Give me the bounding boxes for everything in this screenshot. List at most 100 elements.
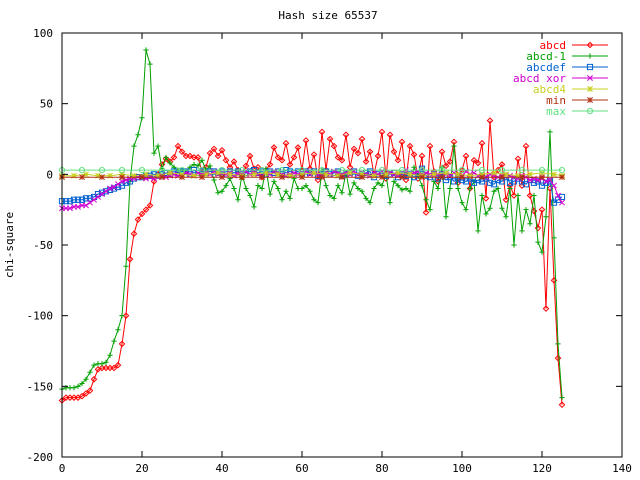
- data-point: [358, 166, 366, 174]
- data-point: [178, 166, 186, 174]
- data-point: [362, 158, 370, 165]
- data-point: [78, 166, 86, 174]
- data-point: [411, 164, 417, 170]
- data-point: [315, 200, 321, 206]
- data-point: [359, 171, 365, 178]
- data-point: [290, 154, 298, 161]
- data-point: [190, 166, 198, 174]
- data-point: [138, 210, 146, 218]
- data-point: [99, 361, 105, 367]
- data-point: [378, 166, 386, 174]
- data-point: [274, 154, 282, 161]
- data-point: [467, 185, 473, 192]
- data-point: [155, 172, 161, 179]
- data-point: [134, 216, 142, 223]
- data-point: [135, 132, 141, 138]
- data-point: [251, 204, 257, 210]
- data-point: [438, 166, 446, 174]
- data-point: [350, 145, 358, 153]
- data-point: [586, 63, 594, 71]
- data-point: [66, 198, 74, 205]
- data-point: [507, 185, 513, 192]
- legend-label: abcd4: [533, 83, 566, 96]
- y-tick-label: 0: [46, 168, 53, 181]
- data-point: [462, 152, 470, 160]
- data-point: [455, 171, 461, 178]
- x-tick-label: 0: [59, 462, 66, 475]
- data-point: [407, 188, 413, 194]
- data-point: [406, 142, 414, 150]
- data-point: [491, 188, 497, 194]
- legend-item: max: [546, 105, 608, 118]
- data-point: [519, 174, 525, 181]
- data-point: [359, 188, 365, 194]
- data-point: [418, 152, 426, 160]
- data-point: [139, 174, 145, 181]
- data-point: [347, 191, 353, 197]
- data-point: [218, 146, 226, 154]
- data-point: [87, 199, 93, 206]
- data-point: [335, 183, 341, 189]
- data-point: [158, 166, 166, 174]
- data-point: [363, 195, 369, 201]
- data-point: [358, 135, 366, 143]
- legend-item: abcd: [540, 39, 608, 52]
- data-point: [318, 166, 326, 174]
- data-point: [326, 135, 334, 143]
- data-point: [299, 174, 305, 181]
- data-point: [403, 185, 409, 192]
- data-point: [306, 165, 314, 172]
- data-point: [103, 188, 109, 195]
- data-point: [551, 171, 557, 178]
- data-point: [355, 185, 361, 192]
- data-point: [115, 181, 121, 188]
- data-point: [371, 172, 377, 179]
- x-tick-label: 20: [135, 462, 148, 475]
- data-point: [98, 166, 106, 174]
- data-point: [191, 172, 197, 179]
- data-point: [515, 172, 521, 179]
- data-point: [298, 166, 306, 174]
- legend-label: abcdef: [526, 61, 566, 74]
- data-point: [543, 214, 549, 220]
- data-point: [410, 151, 418, 158]
- data-point: [119, 174, 125, 181]
- x-tick-label: 100: [452, 462, 472, 475]
- data-point: [79, 380, 85, 387]
- data-point: [527, 221, 533, 227]
- data-point: [431, 171, 437, 178]
- y-tick-label: -150: [27, 380, 54, 393]
- data-point: [559, 395, 565, 401]
- data-point: [79, 174, 85, 181]
- data-point: [71, 172, 77, 179]
- data-point: [379, 174, 385, 181]
- data-point: [551, 182, 557, 189]
- data-point: [378, 128, 386, 136]
- series-abcd-1: [59, 47, 565, 401]
- data-point: [474, 159, 482, 167]
- y-axis-label: chi-square: [3, 212, 16, 278]
- data-point: [118, 340, 126, 348]
- data-point: [511, 242, 517, 248]
- y-tick-label: 100: [33, 27, 53, 40]
- data-point: [123, 263, 129, 269]
- data-point: [486, 179, 494, 186]
- data-point: [255, 183, 261, 189]
- data-point: [91, 196, 97, 203]
- data-point: [407, 171, 413, 178]
- series-line: [61, 120, 563, 405]
- data-point: [323, 183, 329, 189]
- data-point: [486, 117, 494, 124]
- data-point: [130, 230, 138, 238]
- data-point: [218, 166, 226, 174]
- data-point: [558, 401, 566, 409]
- data-point: [526, 192, 534, 199]
- y-tick-label: 50: [40, 98, 53, 111]
- data-point: [230, 158, 238, 165]
- data-point: [435, 185, 441, 192]
- data-point: [330, 142, 338, 150]
- data-point: [443, 169, 449, 176]
- data-point: [538, 206, 546, 213]
- data-point: [459, 200, 465, 206]
